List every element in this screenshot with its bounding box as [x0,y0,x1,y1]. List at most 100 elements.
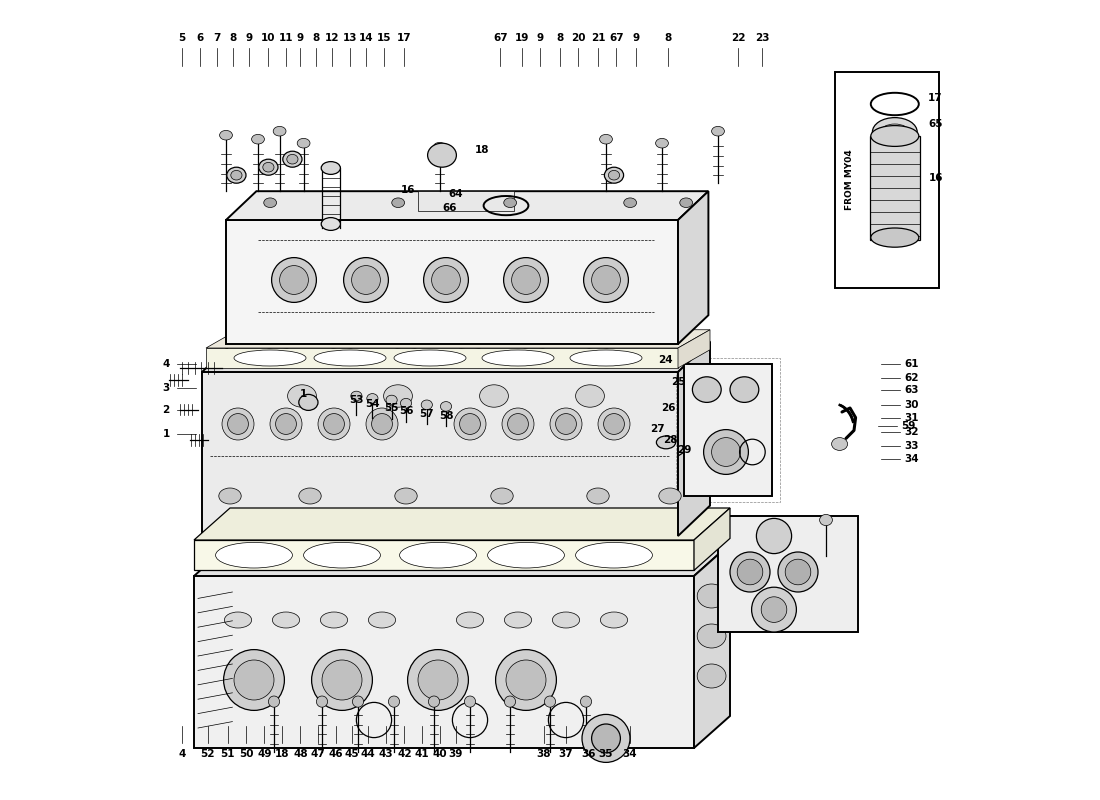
Text: 8: 8 [664,33,672,42]
Text: 13: 13 [343,33,358,42]
Ellipse shape [408,650,469,710]
Text: 28: 28 [662,435,678,445]
Ellipse shape [223,650,285,710]
Ellipse shape [871,126,918,146]
Ellipse shape [604,414,625,434]
Text: 42: 42 [397,749,411,758]
Text: FROM MY04: FROM MY04 [845,150,854,210]
Ellipse shape [785,559,811,585]
Ellipse shape [304,542,381,568]
Text: 50: 50 [239,749,253,758]
Ellipse shape [431,266,461,294]
Ellipse shape [392,198,405,207]
Text: 36: 36 [581,749,596,758]
Polygon shape [206,330,710,348]
Ellipse shape [395,488,417,504]
Ellipse shape [418,660,458,700]
Text: 20: 20 [571,33,585,42]
Ellipse shape [314,350,386,366]
Ellipse shape [504,198,517,207]
Text: 41: 41 [415,749,429,758]
Ellipse shape [258,159,278,175]
Ellipse shape [512,266,540,294]
Text: 35: 35 [598,749,614,758]
Ellipse shape [871,228,918,247]
Text: 65: 65 [928,119,943,129]
Ellipse shape [506,660,546,700]
Text: 9: 9 [297,33,304,42]
Ellipse shape [388,347,424,366]
Text: 39: 39 [449,749,463,758]
Ellipse shape [321,218,340,230]
Ellipse shape [231,170,242,180]
Text: 57: 57 [419,409,435,418]
Ellipse shape [575,542,652,568]
Text: 52: 52 [200,749,214,758]
Text: 56: 56 [398,406,414,416]
Ellipse shape [287,385,317,407]
Ellipse shape [832,438,848,450]
Ellipse shape [482,350,554,366]
Ellipse shape [299,488,321,504]
Polygon shape [194,508,730,540]
Text: 23: 23 [755,33,769,42]
Ellipse shape [227,167,246,183]
Ellipse shape [697,584,726,608]
Bar [194,576,694,748]
Ellipse shape [317,696,328,707]
Ellipse shape [544,696,556,707]
Ellipse shape [287,154,298,164]
Text: 66: 66 [442,203,456,213]
Ellipse shape [505,612,531,628]
Polygon shape [694,544,730,748]
Polygon shape [678,191,708,344]
Ellipse shape [224,612,252,628]
Ellipse shape [219,488,241,504]
Polygon shape [678,342,710,536]
Text: 46: 46 [328,749,343,758]
Text: 18: 18 [275,749,289,758]
Text: 10: 10 [261,33,276,42]
Ellipse shape [592,266,620,294]
Ellipse shape [604,167,624,183]
Ellipse shape [283,151,302,167]
Text: 8: 8 [230,33,236,42]
Ellipse shape [270,408,302,440]
Text: 21: 21 [591,33,605,42]
Ellipse shape [433,142,446,152]
Bar [206,348,678,368]
Text: 1: 1 [163,429,169,438]
Ellipse shape [730,377,759,402]
Text: 12: 12 [326,33,340,42]
Polygon shape [694,508,730,570]
Text: 14: 14 [359,33,373,42]
Bar [870,136,920,240]
Ellipse shape [505,696,516,707]
Ellipse shape [608,170,619,180]
Ellipse shape [321,162,340,174]
Ellipse shape [276,414,296,434]
Text: 6: 6 [196,33,204,42]
Ellipse shape [322,660,362,700]
Text: 62: 62 [904,373,918,382]
Ellipse shape [712,126,725,136]
Ellipse shape [880,124,910,140]
Text: e passion parts.com: e passion parts.com [264,438,548,522]
Ellipse shape [421,400,432,410]
Ellipse shape [399,542,476,568]
Ellipse shape [600,134,613,144]
Text: 25: 25 [671,378,685,387]
Ellipse shape [507,414,528,434]
Ellipse shape [428,696,440,707]
Ellipse shape [366,394,378,403]
Text: 40: 40 [432,749,447,758]
Ellipse shape [272,258,317,302]
Ellipse shape [263,162,274,172]
Ellipse shape [757,518,792,554]
Ellipse shape [220,130,232,140]
Text: 47: 47 [310,749,326,758]
Text: 37: 37 [559,749,573,758]
Ellipse shape [737,559,762,585]
Text: 4: 4 [178,749,186,758]
Bar [676,358,780,502]
